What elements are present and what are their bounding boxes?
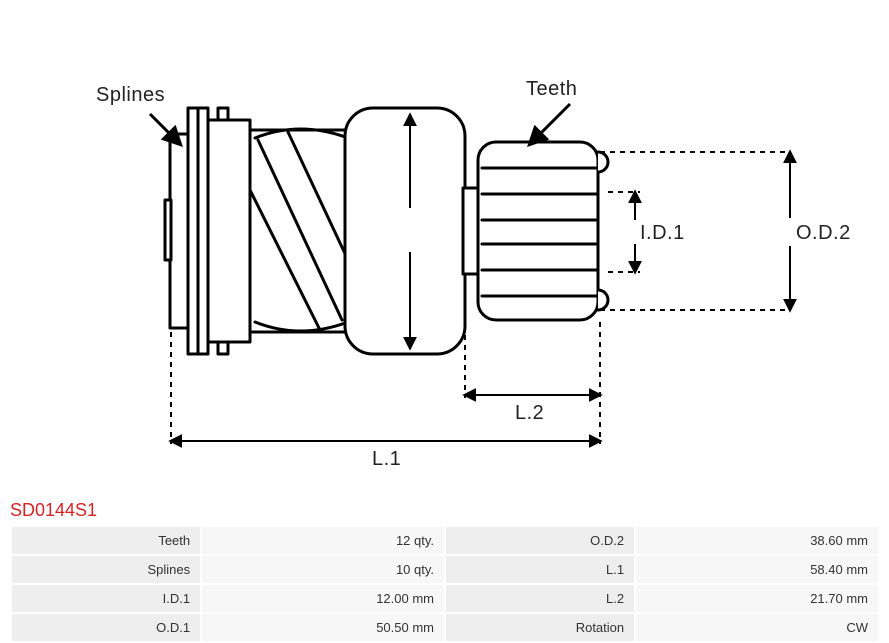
spec-label: Teeth	[12, 527, 200, 554]
spec-value: 50.50 mm	[202, 614, 444, 641]
spec-label: Rotation	[446, 614, 634, 641]
spec-label: Splines	[12, 556, 200, 583]
spec-label: L.2	[446, 585, 634, 612]
spec-value: CW	[636, 614, 878, 641]
spec-value: 12 qty.	[202, 527, 444, 554]
technical-drawing	[70, 60, 860, 480]
spec-label: L.1	[446, 556, 634, 583]
spec-value: 38.60 mm	[636, 527, 878, 554]
spec-table: Teeth 12 qty. O.D.2 38.60 mm Splines 10 …	[10, 525, 880, 643]
spec-label: O.D.2	[446, 527, 634, 554]
spec-value: 58.40 mm	[636, 556, 878, 583]
spec-label: I.D.1	[12, 585, 200, 612]
part-number: SD0144S1	[10, 500, 97, 521]
spec-value: 10 qty.	[202, 556, 444, 583]
diagram-area: Splines Teeth O.D.1 I.D.1 O.D.2 L.2 L.1	[0, 0, 889, 490]
table-row: Splines 10 qty. L.1 58.40 mm	[12, 556, 878, 583]
table-row: Teeth 12 qty. O.D.2 38.60 mm	[12, 527, 878, 554]
table-row: O.D.1 50.50 mm Rotation CW	[12, 614, 878, 641]
spec-value: 21.70 mm	[636, 585, 878, 612]
spec-label: O.D.1	[12, 614, 200, 641]
spec-value: 12.00 mm	[202, 585, 444, 612]
table-row: I.D.1 12.00 mm L.2 21.70 mm	[12, 585, 878, 612]
